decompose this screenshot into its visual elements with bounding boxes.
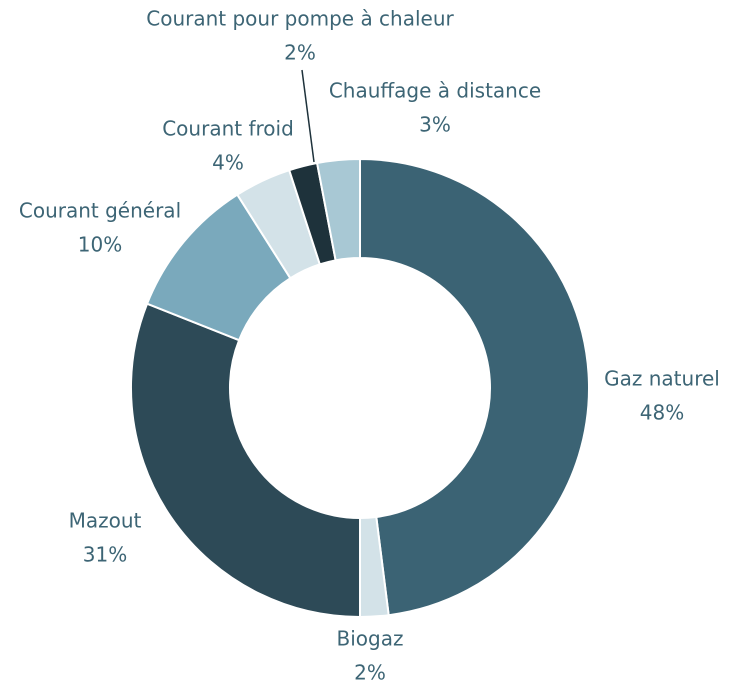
donut-slice <box>359 157 590 617</box>
slice-value-label: 3% <box>419 113 451 137</box>
slice-label: Biogaz <box>337 627 404 651</box>
donut-slice <box>130 302 361 619</box>
slice-label: Courant pour pompe à chaleur <box>146 7 454 31</box>
slice-label: Courant froid <box>162 117 294 141</box>
slice-label: Chauffage à distance <box>329 79 541 103</box>
leader-line <box>301 69 315 163</box>
slice-value-label: 48% <box>640 401 684 425</box>
slice-value-label: 4% <box>212 151 244 175</box>
slice-value-label: 2% <box>354 661 386 685</box>
donut-slice <box>315 157 361 262</box>
slice-value-label: 2% <box>284 41 316 65</box>
slice-value-label: 10% <box>78 233 122 257</box>
slice-label: Mazout <box>69 509 142 533</box>
slice-label: Gaz naturel <box>604 367 720 391</box>
slice-value-label: 31% <box>83 543 127 567</box>
slice-label: Courant général <box>19 199 181 223</box>
